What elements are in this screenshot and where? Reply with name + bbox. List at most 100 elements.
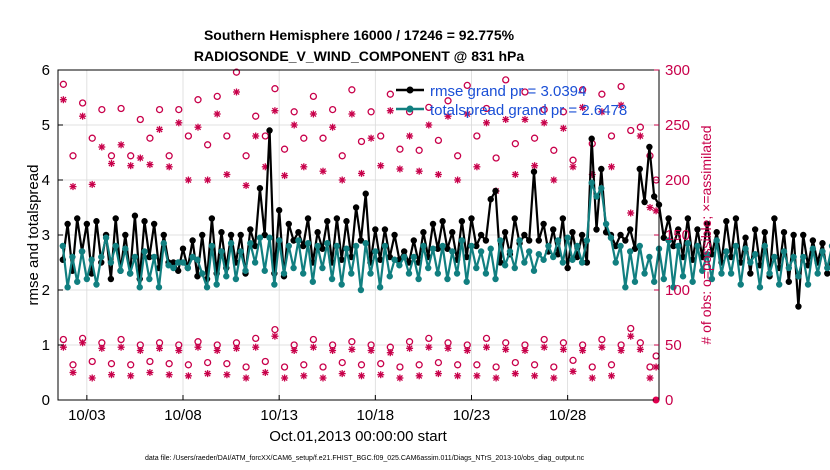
series-point-totalspread [372, 248, 379, 255]
obs-possible-marker [223, 132, 231, 140]
obs-possible-marker [252, 112, 260, 120]
obs-possible-marker [242, 152, 250, 160]
series-point-totalspread [511, 264, 518, 272]
obs-assimilated-marker [136, 347, 144, 354]
obs-assimilated-marker [175, 119, 183, 127]
obs-assimilated-marker [569, 163, 577, 171]
obs-possible-marker [415, 146, 423, 154]
obs-assimilated-stroke [569, 368, 577, 375]
obs-assimilated-stroke [146, 369, 153, 376]
series-point-totalspread [314, 242, 321, 250]
obs-assimilated-stroke [223, 171, 230, 178]
obs-assimilated-stroke [319, 168, 327, 175]
series-point-totalspread [713, 237, 720, 244]
obs-assimilated-marker [242, 182, 250, 189]
series-point-totalspread [203, 284, 211, 291]
series-point-totalspread [343, 245, 350, 252]
series-point-rmse [578, 231, 586, 239]
series-point-rmse [800, 231, 807, 239]
series-point-totalspread [723, 248, 730, 255]
obs-assimilated-marker [194, 343, 202, 351]
series-point-rmse [429, 220, 437, 228]
obs-assimilated-marker [434, 171, 442, 178]
obs-assimilated-stroke [194, 344, 202, 351]
series-point-totalspread [112, 242, 119, 250]
obs-assimilated-stroke [377, 371, 384, 378]
obs-possible-marker [69, 361, 77, 369]
series-point-totalspread [429, 245, 437, 252]
series-point-rmse [131, 212, 139, 219]
series-point-totalspread [78, 248, 86, 255]
obs-possible-marker [127, 152, 135, 160]
obs-assimilated-marker [569, 367, 577, 375]
obs-possible-marker [88, 134, 96, 142]
series-point-rmse [386, 253, 393, 261]
obs-assimilated-marker [146, 369, 154, 376]
obs-assimilated-marker [329, 347, 337, 354]
obs-possible-marker [242, 363, 250, 371]
series-point-totalspread [819, 248, 826, 255]
obs-assimilated-stroke [185, 372, 192, 379]
series-point-totalspread [391, 256, 398, 263]
obs-assimilated-stroke [560, 125, 567, 132]
series-point-rmse [247, 226, 254, 233]
obs-assimilated-marker [425, 343, 433, 351]
y-axis-right: 0 50 100 150 200 250 300 [654, 62, 690, 409]
series-point-totalspread [497, 237, 504, 244]
obs-assimilated-stroke [493, 374, 500, 382]
series-point-totalspread [328, 275, 336, 283]
series-point-rmse [83, 220, 91, 228]
obs-assimilated-marker [608, 372, 615, 380]
obs-possible-marker [88, 357, 96, 366]
obs-assimilated-stroke [502, 116, 509, 123]
obs-assimilated-stroke [473, 163, 480, 170]
series-point-rmse [742, 234, 749, 241]
series-point-totalspread [559, 259, 567, 266]
obs-assimilated-stroke [406, 132, 413, 140]
series-point-totalspread [64, 284, 71, 291]
obs-possible-marker [521, 88, 529, 96]
obs-possible-marker [627, 324, 635, 333]
obs-assimilated-stroke [127, 162, 134, 169]
obs-assimilated-stroke [454, 372, 461, 379]
obs-assimilated-marker [309, 343, 317, 351]
obs-possible-marker [434, 358, 443, 367]
obs-assimilated-marker [444, 344, 452, 352]
series-point-totalspread [251, 259, 259, 266]
obs-assimilated-stroke [329, 124, 336, 131]
series-point-totalspread [126, 270, 134, 277]
obs-assimilated-marker [521, 347, 529, 354]
obs-assimilated-marker [252, 343, 260, 351]
obs-assimilated-marker [377, 162, 385, 170]
series-point-rmse [477, 231, 485, 239]
series-point-totalspread [516, 237, 523, 244]
series-point-totalspread [179, 259, 187, 266]
obs-assimilated-marker [598, 108, 606, 116]
obs-assimilated-marker [184, 372, 192, 380]
obs-assimilated-marker [261, 369, 269, 376]
series-point-rmse [641, 198, 648, 206]
obs-possible-marker [213, 92, 221, 101]
obs-assimilated-marker [473, 163, 481, 171]
series-point-totalspread [304, 240, 312, 247]
obs-assimilated-stroke [98, 143, 105, 151]
series-point-totalspread [247, 240, 254, 247]
obs-assimilated-stroke [531, 372, 538, 379]
series-point-rmse [593, 226, 600, 233]
obs-assimilated-marker [473, 372, 481, 380]
series-point-totalspread [487, 245, 494, 252]
obs-possible-marker [309, 92, 318, 101]
obs-assimilated-marker [377, 371, 385, 379]
obs-assimilated-marker [483, 119, 490, 127]
obs-assimilated-stroke [598, 108, 605, 115]
legend-rmse-marker [406, 86, 414, 94]
obs-possible-marker [203, 358, 212, 367]
obs-assimilated-stroke [300, 372, 307, 379]
obs-assimilated-marker [117, 141, 125, 149]
obs-possible-marker [175, 105, 183, 114]
series-point-rmse [569, 229, 576, 236]
series-point-totalspread [636, 242, 643, 250]
obs-assimilated-marker [511, 171, 519, 178]
series-point-totalspread [396, 262, 403, 269]
series-point-totalspread [684, 240, 692, 247]
